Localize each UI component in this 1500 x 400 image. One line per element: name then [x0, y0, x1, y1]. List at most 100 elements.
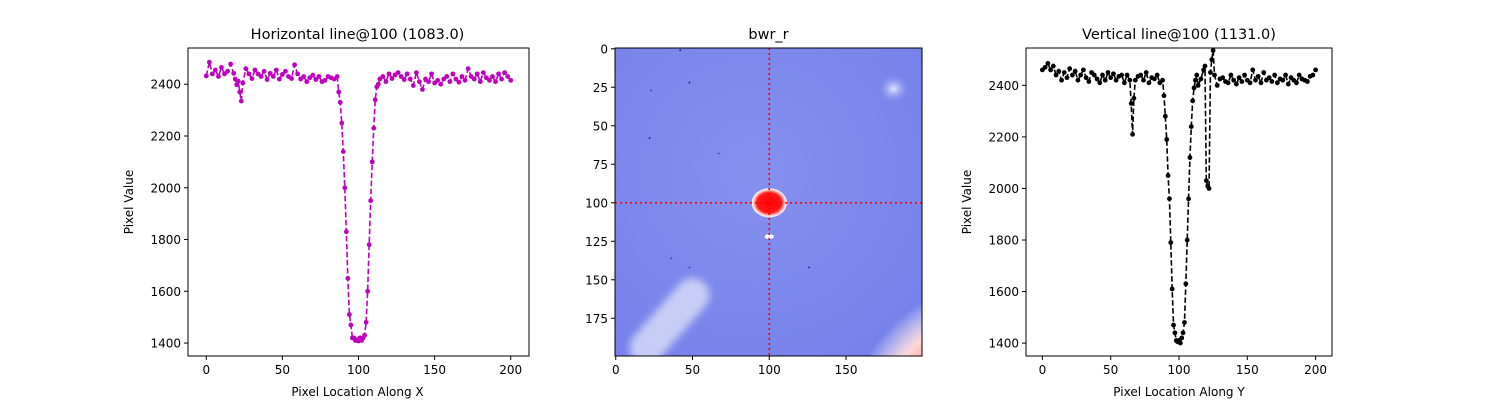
- vertical-profile-data-point: [1296, 72, 1302, 78]
- vertical-profile-data-point: [1202, 63, 1208, 69]
- vertical-profile-data-point: [1061, 70, 1067, 75]
- vertical-profile-data-point: [1179, 335, 1185, 341]
- horizontal-profile-title: Horizontal line@100 (1083.0): [251, 27, 465, 43]
- horizontal-profile-xlabel: Pixel Location Along X: [291, 385, 423, 399]
- vertical-profile-xtick-label: 50: [1103, 363, 1118, 377]
- horizontal-profile-data-point: [369, 159, 375, 165]
- horizontal-profile-data-point: [203, 73, 209, 79]
- vertical-profile-xtick-label: 100: [1168, 363, 1191, 377]
- horizontal-profile-data-point: [447, 79, 453, 85]
- horizontal-profile-data-point: [340, 149, 346, 154]
- vertical-profile-data-point: [1152, 76, 1157, 82]
- horizontal-profile-data-point: [420, 87, 425, 92]
- vertical-profile-data-point: [1075, 77, 1081, 83]
- image-speck: [679, 49, 682, 52]
- horizontal-profile-axes-frame: [187, 47, 530, 357]
- horizontal-profile-data-point: [480, 70, 486, 75]
- horizontal-profile-xtick-label: 100: [347, 363, 370, 377]
- vertical-profile-ytick-label: 2200: [988, 130, 1019, 144]
- vertical-profile-data-point: [1162, 113, 1168, 119]
- vertical-profile-data-point: [1080, 67, 1086, 73]
- horizontal-profile-data-point: [471, 76, 477, 82]
- horizontal-profile-data-point: [213, 67, 218, 73]
- horizontal-profile-ytick-label: 2000: [150, 181, 181, 195]
- horizontal-profile-data-point: [386, 71, 392, 77]
- vertical-profile-data-point: [1042, 64, 1048, 70]
- vertical-profile-data-point: [1183, 281, 1189, 287]
- horizontal-profile-xtick-label: 50: [275, 363, 290, 377]
- vertical-profile-ytick-label: 1800: [988, 234, 1019, 248]
- horizontal-profile-ytick-label: 1400: [150, 337, 181, 351]
- vertical-profile-data-point: [1285, 81, 1291, 87]
- vertical-profile-data-point: [1258, 80, 1264, 86]
- vertical-profile-data-point: [1313, 67, 1319, 73]
- vertical-profile-xtick-label: 150: [1236, 363, 1259, 377]
- vertical-profile-data-point: [1195, 82, 1201, 88]
- image-plot-area: [615, 48, 922, 356]
- vertical-profile-data-point: [1186, 196, 1191, 202]
- vertical-profile-data-point: [1091, 72, 1097, 78]
- vertical-profile-data-point: [1105, 70, 1111, 75]
- vertical-profile-data-point: [1050, 63, 1056, 69]
- image-xtick-label: 50: [685, 363, 700, 377]
- vertical-profile-data-point: [1171, 322, 1176, 328]
- horizontal-profile-data-point: [238, 98, 244, 104]
- horizontal-profile-data-point: [487, 77, 492, 83]
- horizontal-profile-data-point: [410, 83, 416, 88]
- horizontal-profile-data-point: [398, 74, 404, 79]
- horizontal-profile-data-point: [380, 74, 386, 79]
- horizontal-profile-data-point: [508, 77, 514, 83]
- vertical-profile-data-point: [1203, 178, 1209, 184]
- image-center-blob: [751, 188, 787, 218]
- horizontal-profile-ytick-label: 2200: [150, 130, 181, 144]
- horizontal-profile-data-point: [316, 74, 322, 79]
- horizontal-profile-xtick-label: 0: [202, 363, 210, 377]
- vertical-profile-plot-area: [1039, 48, 1319, 346]
- vertical-profile-data-point: [1255, 73, 1261, 79]
- vertical-profile-ytick-label: 1400: [988, 337, 1019, 351]
- vertical-profile-data-point: [1233, 81, 1239, 87]
- horizontal-profile-ytick-label: 2400: [150, 78, 181, 92]
- vertical-profile-data-point: [1182, 320, 1187, 325]
- image-ytick-label: 0: [600, 42, 608, 56]
- horizontal-profile-data-point: [292, 62, 297, 68]
- horizontal-profile-xtick-label: 200: [499, 363, 522, 377]
- vertical-profile-data-point: [1165, 173, 1171, 178]
- image-xtick-label: 0: [612, 363, 620, 377]
- horizontal-profile-data-point: [235, 78, 241, 84]
- image-ytick-label: 25: [593, 81, 608, 95]
- vertical-profile-data-point: [1280, 77, 1286, 83]
- vertical-profile-axes-frame: [1025, 47, 1333, 357]
- horizontal-profile-data-point: [283, 68, 288, 74]
- vertical-profile-data-point: [1094, 76, 1100, 82]
- horizontal-profile-ytick-label: 1800: [150, 233, 181, 247]
- vertical-profile-data-point: [1097, 80, 1103, 86]
- horizontal-profile-data-point: [474, 71, 480, 77]
- horizontal-profile-data-point: [313, 77, 319, 82]
- horizontal-profile-data-point: [395, 70, 401, 75]
- horizontal-profile-data-point: [240, 80, 246, 86]
- vertical-profile-data-point: [1078, 72, 1084, 78]
- horizontal-profile-data-point: [301, 74, 307, 79]
- vertical-profile-data-point: [1064, 75, 1070, 81]
- vertical-profile-data-point: [1083, 75, 1089, 81]
- vertical-profile-data-point: [1283, 72, 1288, 78]
- vertical-profile-data-point: [1228, 72, 1234, 78]
- horizontal-profile-data-point: [237, 89, 243, 95]
- horizontal-profile-data-point: [273, 67, 279, 73]
- vertical-profile-data-point: [1266, 75, 1272, 81]
- horizontal-profile-data-point: [258, 74, 264, 79]
- vertical-profile-data-point: [1177, 340, 1183, 346]
- vertical-profile-data-point: [1111, 71, 1116, 77]
- vertical-profile-ylabel: Pixel Value: [960, 170, 974, 235]
- horizontal-profile-data-point: [295, 71, 301, 77]
- vertical-profile-data-point: [1198, 76, 1204, 82]
- image-speck: [670, 257, 673, 260]
- vertical-profile-data-point: [1274, 80, 1280, 86]
- vertical-profile-data-point: [1108, 75, 1114, 81]
- horizontal-profile-data-point: [462, 77, 468, 83]
- horizontal-profile-data-point: [345, 275, 351, 281]
- horizontal-profile-data-point: [348, 322, 354, 328]
- image-ytick-label: 175: [585, 312, 608, 326]
- horizontal-profile-data-point: [426, 79, 431, 85]
